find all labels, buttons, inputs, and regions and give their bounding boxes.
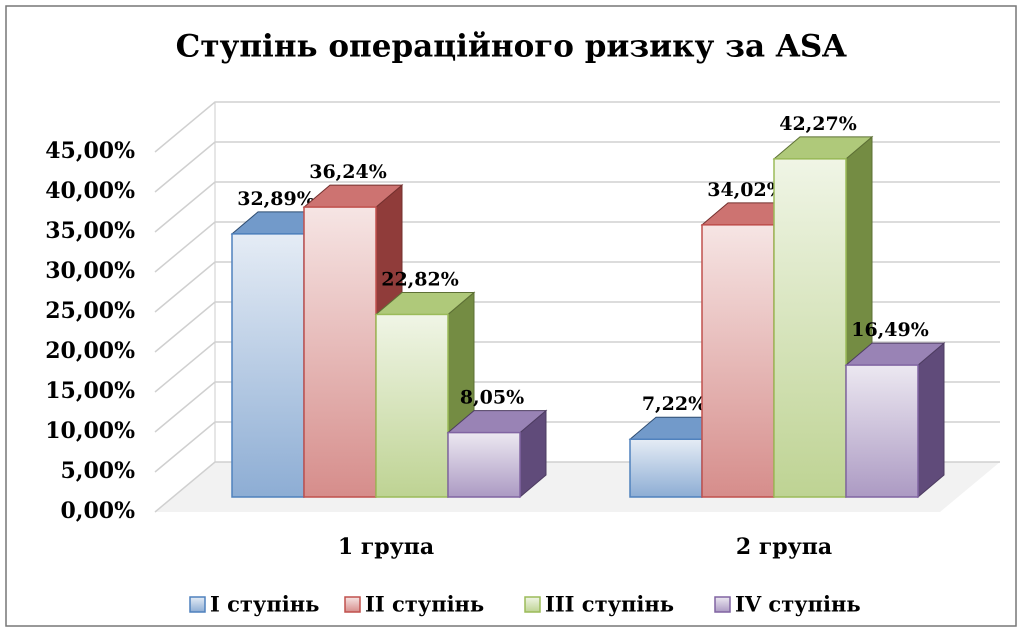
data-label: 34,02% — [707, 179, 785, 201]
bar-front — [447, 431, 521, 498]
data-label: 36,24% — [309, 161, 387, 183]
legend-label: ІІ ступінь — [365, 592, 484, 617]
data-label: 42,27% — [779, 113, 857, 135]
bar — [844, 342, 946, 499]
y-tick-label: 35,00% — [45, 218, 135, 244]
bar-front — [773, 158, 847, 498]
legend-label: IV ступінь — [735, 592, 861, 617]
x-tick-label: 2 група — [736, 534, 832, 560]
data-label: 22,82% — [381, 268, 459, 290]
data-label: 8,05% — [460, 387, 524, 409]
y-tick-label: 45,00% — [45, 138, 135, 164]
bar-side — [917, 342, 945, 499]
grid-line — [154, 141, 1000, 193]
legend-swatch — [524, 596, 541, 613]
legend-swatch — [189, 596, 206, 613]
legend-swatch — [344, 596, 361, 613]
y-tick-label: 25,00% — [45, 298, 135, 324]
legend-label: ІІІ ступінь — [545, 592, 674, 617]
bar-front — [375, 313, 449, 498]
legend-label: І ступінь — [210, 592, 319, 617]
y-tick-label: 0,00% — [61, 498, 136, 524]
bar-front — [629, 438, 703, 498]
bar-front — [845, 364, 919, 498]
x-tick-label: 1 група — [338, 534, 434, 560]
bar-front — [231, 233, 305, 498]
grid-line — [154, 181, 1000, 233]
y-tick-label: 15,00% — [45, 378, 135, 404]
grid-line — [154, 101, 1000, 153]
bar-front — [303, 206, 377, 498]
y-tick-label: 5,00% — [61, 458, 136, 484]
data-label: 32,89% — [237, 188, 315, 210]
y-tick-label: 20,00% — [45, 338, 135, 364]
data-label: 16,49% — [851, 319, 929, 341]
data-label: 7,22% — [642, 393, 706, 415]
legend-swatch — [714, 596, 731, 613]
y-tick-label: 10,00% — [45, 418, 135, 444]
chart-title: Ступінь операційного ризику за ASA — [176, 29, 848, 65]
bar-front — [701, 224, 775, 498]
y-tick-label: 30,00% — [45, 258, 135, 284]
y-tick-label: 40,00% — [45, 178, 135, 204]
bar — [446, 409, 548, 499]
